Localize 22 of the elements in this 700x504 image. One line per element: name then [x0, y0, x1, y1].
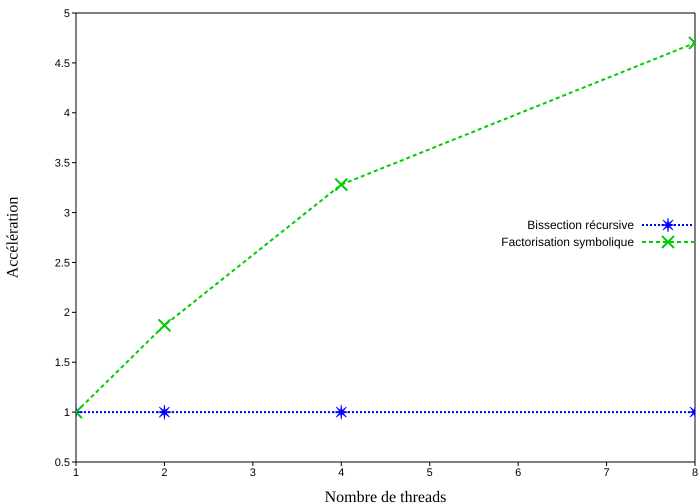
- x-tick-label: 8: [692, 466, 698, 479]
- x-tick-label: 3: [250, 466, 256, 479]
- y-tick-label: 2: [64, 307, 70, 320]
- y-tick-label: 1.5: [54, 357, 70, 370]
- y-tick-label: 0.5: [54, 456, 70, 469]
- x-tick-label: 4: [338, 466, 344, 479]
- legend-label: Bissection récursive: [527, 218, 634, 232]
- legend-label: Factorisation symbolique: [501, 234, 634, 248]
- y-axis-title: Accélération: [4, 196, 22, 278]
- y-tick-label: 2.5: [54, 257, 70, 270]
- x-tick-label: 2: [161, 466, 168, 479]
- x-tick-label: 7: [604, 466, 610, 479]
- x-axis-title: Nombre de threads: [324, 489, 446, 504]
- y-tick-label: 4: [64, 108, 70, 120]
- x-tick-label: 1: [72, 466, 80, 479]
- x-tick-label: 6: [515, 466, 522, 479]
- y-tick-label: 3.5: [54, 158, 70, 170]
- y-tick-label: 4.5: [54, 58, 70, 70]
- y-tick-label: 1: [64, 407, 70, 420]
- y-tick-label: 3: [64, 207, 70, 220]
- x-tick-label: 5: [426, 466, 433, 479]
- y-tick-label: 5: [64, 8, 70, 20]
